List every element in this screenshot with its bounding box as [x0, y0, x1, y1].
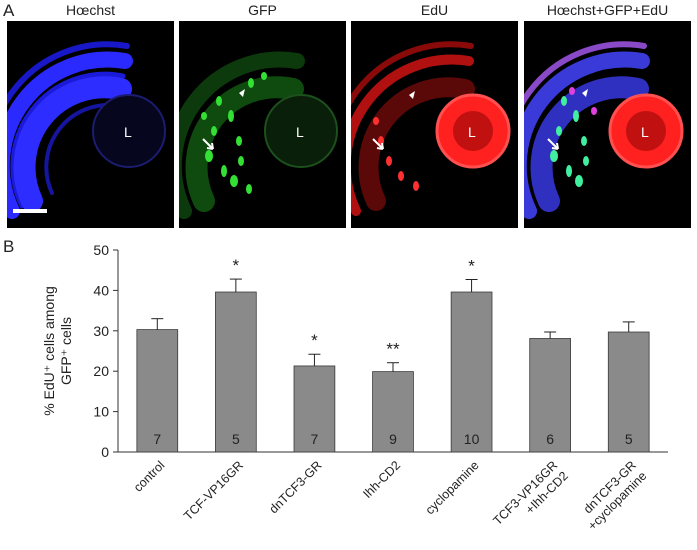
- micrograph-merge: L: [524, 21, 691, 228]
- category-label: Ihh-CD2: [360, 458, 403, 501]
- arrow-marker: [372, 138, 384, 150]
- y-tick-label: 30: [93, 323, 109, 339]
- micrograph-edu: L: [351, 21, 518, 228]
- y-tick-label: 40: [93, 282, 109, 298]
- arrowhead-marker: [409, 91, 415, 99]
- y-tick-label: 0: [101, 444, 109, 460]
- micrograph-gfp: L: [179, 21, 346, 228]
- arrowhead-marker: [582, 89, 588, 97]
- significance-label: **: [386, 340, 400, 359]
- sample-size-label: 10: [464, 431, 480, 447]
- sample-size-label: 6: [546, 431, 554, 447]
- micrograph-title-gfp: GFP: [248, 2, 277, 18]
- lens-label: L: [468, 124, 476, 140]
- arrow-marker: [202, 138, 214, 150]
- lens-label: L: [124, 124, 132, 140]
- significance-label: *: [311, 331, 318, 350]
- lens-label: L: [296, 124, 304, 140]
- y-tick-label: 10: [93, 404, 109, 420]
- sample-size-label: 7: [153, 431, 161, 447]
- sample-size-label: 5: [625, 431, 633, 447]
- arrow-marker: [547, 138, 559, 150]
- category-label: TCF3-VP16GR+Ihh-CD2: [490, 458, 570, 538]
- y-tick-label: 20: [93, 363, 109, 379]
- bar: [215, 291, 257, 453]
- micrograph-title-hoechst: Hœchst: [66, 2, 115, 18]
- arrowhead-marker: [239, 89, 245, 97]
- category-label: TCF-VP16GR: [181, 458, 246, 523]
- category-label: dnTCF3-GR+cyclopamine: [575, 458, 650, 533]
- micrograph-title-edu: EdU: [420, 2, 449, 18]
- micrograph-hoechst: L: [7, 21, 174, 228]
- significance-label: *: [468, 256, 475, 275]
- panel-b-letter: B: [3, 237, 15, 256]
- category-label: cyclopamine: [423, 458, 482, 517]
- lens-label: L: [641, 124, 649, 140]
- category-label: control: [131, 458, 167, 494]
- y-tick-label: 50: [93, 242, 109, 258]
- significance-label: *: [233, 256, 240, 275]
- bar: [529, 338, 571, 453]
- bar: [607, 331, 650, 453]
- panel-a-letter: A: [3, 1, 15, 20]
- scale-bar: [13, 209, 47, 213]
- sample-size-label: 9: [389, 431, 397, 447]
- sample-size-label: 7: [311, 431, 319, 447]
- y-axis-label: % EdU⁺ cells amongGFP⁺ cells: [41, 286, 74, 416]
- bar: [450, 291, 493, 453]
- bar: [293, 365, 336, 453]
- category-label: dnTCF3-GR: [267, 458, 325, 516]
- micrograph-title-merge: Hœchst+GFP+EdU: [546, 2, 669, 18]
- bar-chart: 0 10 20 30 40 50 % EdU⁺ cells amongGFP⁺ cells 7…: [41, 242, 668, 538]
- sample-size-label: 5: [232, 431, 240, 447]
- bar: [136, 329, 179, 453]
